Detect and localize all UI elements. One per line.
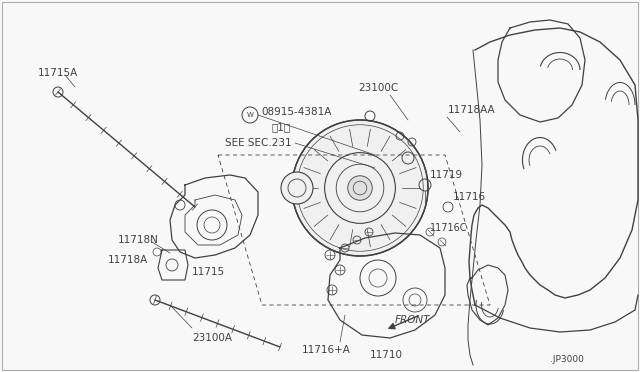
Text: 11716: 11716 (453, 192, 486, 202)
Text: 11716C: 11716C (430, 223, 467, 233)
Text: W: W (246, 112, 253, 118)
Text: 11716+A: 11716+A (302, 345, 351, 355)
Circle shape (402, 152, 414, 164)
Text: （1）: （1） (272, 122, 291, 132)
Text: 11718A: 11718A (108, 255, 148, 265)
Circle shape (348, 176, 372, 200)
Circle shape (281, 172, 313, 204)
Text: .JP3000: .JP3000 (550, 356, 584, 365)
Text: 23100A: 23100A (192, 333, 232, 343)
Text: 08915-4381A: 08915-4381A (261, 107, 332, 117)
Text: 11718N: 11718N (118, 235, 159, 245)
Text: 11718AA: 11718AA (448, 105, 495, 115)
Text: FRONT: FRONT (395, 315, 431, 325)
Text: 11715: 11715 (192, 267, 225, 277)
Text: 11715A: 11715A (38, 68, 78, 78)
Text: 11719: 11719 (430, 170, 463, 180)
Circle shape (292, 120, 428, 256)
Text: 11710: 11710 (370, 350, 403, 360)
Text: 23100C: 23100C (358, 83, 398, 93)
Text: SEE SEC.231: SEE SEC.231 (225, 138, 292, 148)
